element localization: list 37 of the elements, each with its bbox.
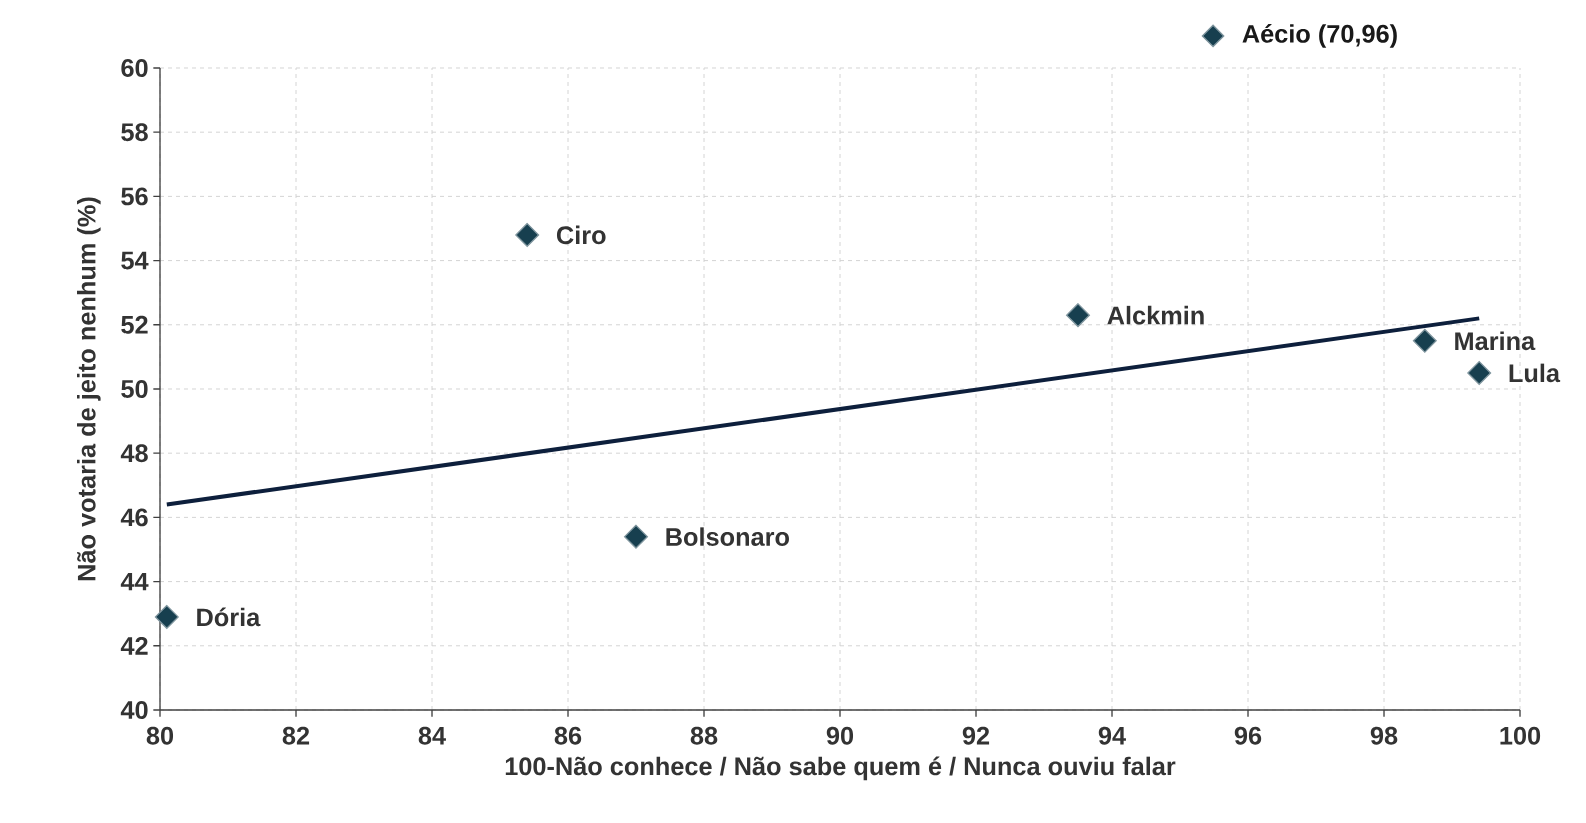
annotation: Lula <box>1509 363 1561 383</box>
x-tick-label: 88 <box>690 726 718 745</box>
y-tick-label: 50 <box>121 380 148 398</box>
y-tick-label: 52 <box>121 315 148 334</box>
x-tick-label: 82 <box>282 726 310 745</box>
point <box>624 524 648 549</box>
y-axis-title: Não votaria de jeito nenhum (%) <box>77 197 101 581</box>
annotation: Alckmin <box>1107 305 1204 325</box>
x-tick-label: 86 <box>554 726 582 745</box>
y-tick-label: 48 <box>120 444 148 463</box>
y-tick-label: 58 <box>121 123 148 142</box>
y-tick-label: 42 <box>120 636 148 655</box>
x-axis-title: 100-Não conhece / Não sabe quem é / Nunca ouviu falar <box>505 756 1176 781</box>
x-tick-label: 80 <box>146 726 174 745</box>
annotation: Marina <box>1455 331 1536 351</box>
x-tick-label: 100 <box>1500 726 1541 745</box>
point <box>1412 328 1437 353</box>
x-tick-label: 90 <box>826 726 854 745</box>
y-tick-label: 40 <box>120 701 148 719</box>
point <box>154 604 179 629</box>
x-tick-label: 96 <box>1234 726 1262 745</box>
y-tick-label: 46 <box>120 508 148 527</box>
y-tick-label: 44 <box>120 572 149 591</box>
x-tick-label: 92 <box>962 726 990 745</box>
x-tick-label: 84 <box>418 726 446 745</box>
annotation: Bolsonaro <box>666 527 789 546</box>
y-tick-label: 60 <box>121 59 148 77</box>
text: Aécio (70,96) <box>1242 23 1397 48</box>
point <box>515 222 540 247</box>
point <box>1066 303 1090 328</box>
x-tick-label: 98 <box>1370 726 1398 745</box>
annotation: Dória <box>197 607 261 627</box>
annotation: Ciro <box>556 225 606 245</box>
y-tick-label: 54 <box>121 251 149 270</box>
y-tick-label: 56 <box>121 187 148 206</box>
x-tick-label: 94 <box>1098 726 1126 745</box>
point <box>1467 360 1492 385</box>
